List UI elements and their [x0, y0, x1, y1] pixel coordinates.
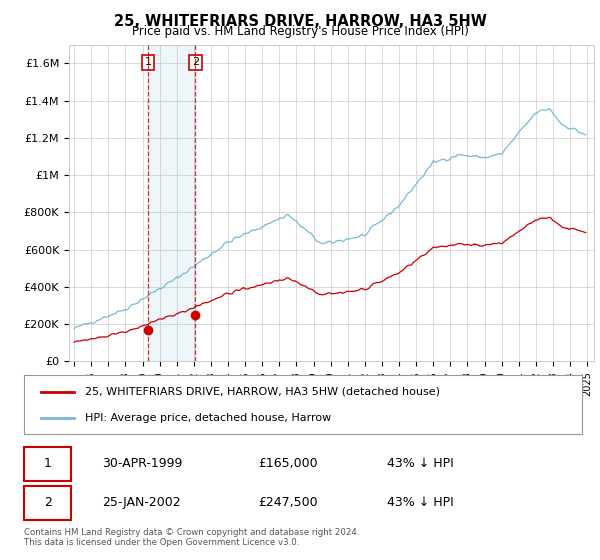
FancyBboxPatch shape	[24, 447, 71, 480]
Text: 1: 1	[44, 457, 52, 470]
Text: £165,000: £165,000	[259, 457, 318, 470]
FancyBboxPatch shape	[24, 486, 71, 520]
Text: 1: 1	[145, 58, 152, 67]
Text: 25-JAN-2002: 25-JAN-2002	[102, 496, 181, 509]
Text: 2: 2	[44, 496, 52, 509]
Text: HPI: Average price, detached house, Harrow: HPI: Average price, detached house, Harr…	[85, 413, 332, 423]
Bar	[148, 45, 195, 361]
Text: Contains HM Land Registry data © Crown copyright and database right 2024.
This d: Contains HM Land Registry data © Crown c…	[24, 528, 359, 547]
Text: 43% ↓ HPI: 43% ↓ HPI	[387, 496, 454, 509]
Text: 30-APR-1999: 30-APR-1999	[102, 457, 182, 470]
Text: 43% ↓ HPI: 43% ↓ HPI	[387, 457, 454, 470]
Text: 25, WHITEFRIARS DRIVE, HARROW, HA3 5HW (detached house): 25, WHITEFRIARS DRIVE, HARROW, HA3 5HW (…	[85, 386, 440, 396]
Text: £247,500: £247,500	[259, 496, 318, 509]
Text: Price paid vs. HM Land Registry's House Price Index (HPI): Price paid vs. HM Land Registry's House …	[131, 25, 469, 38]
Text: 25, WHITEFRIARS DRIVE, HARROW, HA3 5HW: 25, WHITEFRIARS DRIVE, HARROW, HA3 5HW	[113, 14, 487, 29]
Text: 2: 2	[191, 58, 199, 67]
